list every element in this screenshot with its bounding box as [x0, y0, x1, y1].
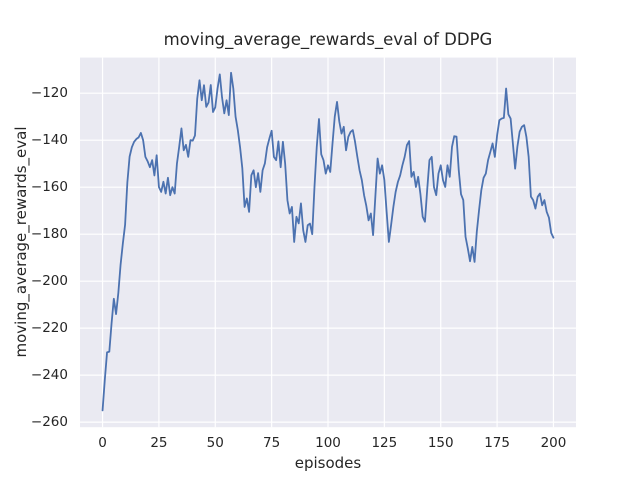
x-tick-label: 100 — [315, 435, 341, 451]
y-tick-label: −160 — [30, 179, 68, 196]
y-tick-label: −240 — [30, 367, 68, 384]
x-tick-label: 75 — [263, 435, 281, 451]
x-tick-label: 25 — [150, 435, 168, 451]
x-tick-label: 0 — [98, 435, 107, 451]
y-tick-label: −120 — [30, 85, 68, 102]
x-tick-label: 125 — [371, 435, 398, 451]
x-tick-label: 150 — [427, 435, 454, 451]
y-tick-label: −140 — [30, 132, 68, 149]
x-tick-label: 50 — [206, 435, 224, 451]
chart-title: moving_average_rewards_eval of DDPG — [163, 30, 493, 49]
x-axis-label: episodes — [294, 454, 362, 472]
y-tick-label: −200 — [30, 273, 68, 290]
series-line-ddpg — [101, 71, 555, 412]
x-tick-label: 200 — [540, 435, 567, 451]
y-tick-label: −260 — [30, 414, 68, 431]
y-tick-label: −180 — [30, 226, 68, 243]
x-tick-label: 175 — [484, 435, 510, 451]
y-tick-label: −220 — [30, 320, 68, 337]
